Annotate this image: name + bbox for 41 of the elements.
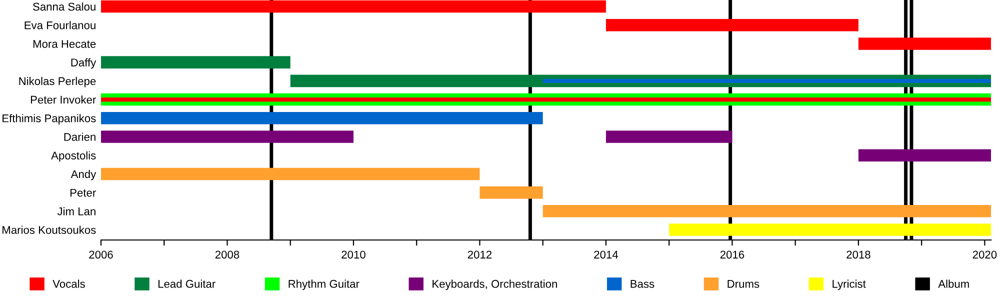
x-tick-label: 2016 [720, 250, 744, 259]
y-tick-label: Marios Koutsoukos [2, 226, 96, 234]
legend-label: Keyboards, Orchestration [432, 280, 557, 290]
legend-label: Rhythm Guitar [288, 280, 360, 290]
x-tick-label: 2018 [846, 250, 870, 259]
y-tick-label: Jim Lan [57, 207, 96, 216]
legend-label: Drums [728, 280, 760, 288]
bar [101, 0, 606, 13]
legend-label: Album [938, 280, 969, 288]
y-tick-label: Eva Fourlanou [24, 21, 96, 30]
x-tick-label: 2010 [342, 250, 366, 259]
legend-label: Bass [630, 280, 654, 288]
bar [858, 38, 991, 50]
y-tick-label: Sanna Salou [33, 2, 96, 11]
y-tick-label: Mora Hecate [33, 40, 96, 48]
y-tick-label: Peter [70, 188, 96, 197]
y-tick-label: Andy [70, 170, 96, 180]
bar [606, 18, 858, 32]
y-tick-label: Nikolas Perlepe [19, 76, 96, 88]
bar [858, 149, 991, 162]
bar [101, 97, 991, 102]
legend-label: Vocals [52, 280, 85, 288]
x-tick-label: 2020 [972, 250, 997, 259]
x-tick-label: 2006 [89, 250, 113, 259]
bar [669, 224, 991, 236]
y-tick-label: Peter Invoker [30, 96, 96, 104]
y-tick-label: Darien [64, 132, 96, 141]
bar [606, 130, 732, 143]
bar [101, 168, 480, 180]
bar [542, 205, 991, 218]
bar [480, 186, 543, 199]
bar [101, 56, 290, 68]
legend-label: Lyricist [832, 280, 866, 290]
y-tick-label: Daffy [71, 58, 96, 69]
y-tick-label: Efthimis Papanikos [2, 114, 96, 124]
y-tick-label: Apostolis [51, 151, 96, 162]
x-tick-label: 2008 [215, 250, 240, 259]
bar [101, 130, 354, 143]
x-tick-label: 2012 [468, 250, 492, 259]
x-tick-label: 2014 [594, 250, 618, 259]
legend-label: Lead Guitar [158, 280, 216, 288]
